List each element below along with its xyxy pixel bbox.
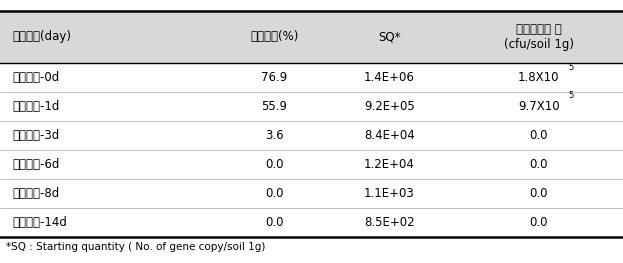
Bar: [0, 11, 623, 63]
Text: 생존병원균 수
(cfu/soil 1g): 생존병원균 수 (cfu/soil 1g): [504, 23, 574, 51]
Text: 0.0: 0.0: [265, 216, 283, 229]
Text: 0.0: 0.0: [265, 158, 283, 171]
Text: 3.6: 3.6: [265, 129, 283, 142]
Text: 1.8X10: 1.8X10: [518, 71, 559, 84]
Text: 5: 5: [569, 63, 574, 72]
Text: 0.0: 0.0: [265, 187, 283, 200]
Text: 이병토양-1d: 이병토양-1d: [12, 100, 60, 113]
Text: 9.7X10: 9.7X10: [518, 100, 559, 113]
Text: 1.4E+06: 1.4E+06: [364, 71, 415, 84]
Text: 이병토양-0d: 이병토양-0d: [12, 71, 60, 84]
Text: 암건기간(day): 암건기간(day): [12, 30, 72, 43]
Text: 이병토양-6d: 이병토양-6d: [12, 158, 60, 171]
Text: 이병토양-3d: 이병토양-3d: [12, 129, 60, 142]
Text: 5: 5: [569, 92, 574, 100]
Text: 이병토양-8d: 이병토양-8d: [12, 187, 60, 200]
Text: 1.1E+03: 1.1E+03: [364, 187, 415, 200]
Text: 76.9: 76.9: [261, 71, 287, 84]
Text: 8.5E+02: 8.5E+02: [364, 216, 415, 229]
Text: 55.9: 55.9: [261, 100, 287, 113]
Text: *SQ : Starting quantity ( No. of gene copy/soil 1g): *SQ : Starting quantity ( No. of gene co…: [6, 242, 265, 252]
Text: 0.0: 0.0: [530, 158, 548, 171]
Text: 9.2E+05: 9.2E+05: [364, 100, 415, 113]
Text: 0.0: 0.0: [530, 187, 548, 200]
Text: 이병토양-14d: 이병토양-14d: [12, 216, 67, 229]
Text: 8.4E+04: 8.4E+04: [364, 129, 415, 142]
Text: 수분함량(%): 수분함량(%): [250, 30, 298, 43]
Text: 1.2E+04: 1.2E+04: [364, 158, 415, 171]
Text: 0.0: 0.0: [530, 129, 548, 142]
Text: SQ*: SQ*: [378, 30, 401, 43]
Text: 0.0: 0.0: [530, 216, 548, 229]
